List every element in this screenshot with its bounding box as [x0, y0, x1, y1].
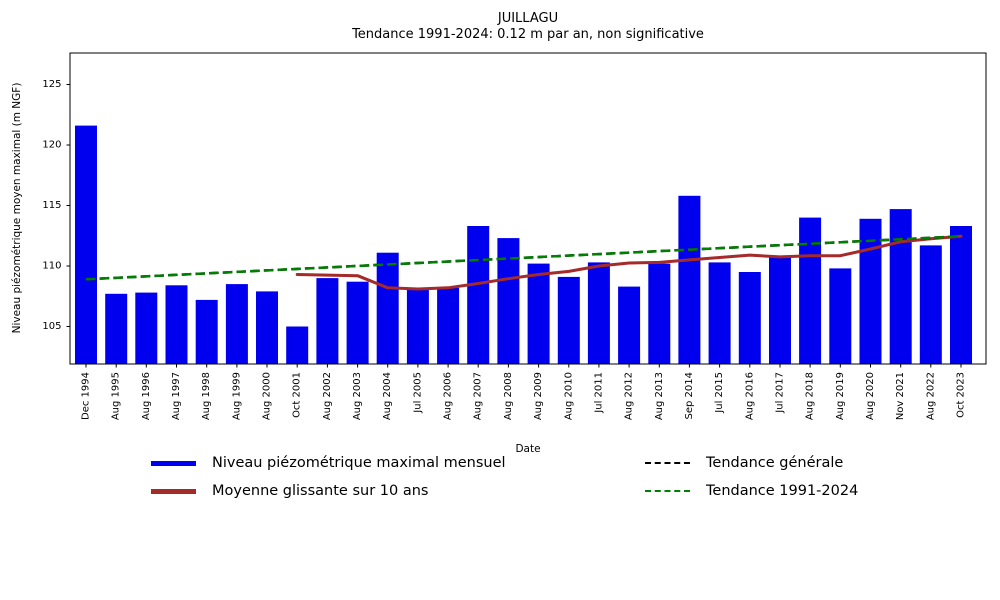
- bar-Aug 2016: [738, 272, 761, 364]
- bar-Aug 2013: [648, 263, 671, 364]
- bar-Dec 1994: [75, 125, 97, 364]
- x-tick-label: Aug 2020: [865, 372, 876, 420]
- legend-label: Tendance générale: [706, 455, 844, 471]
- x-tick-label: Aug 1999: [231, 372, 242, 420]
- x-tick-label: Aug 2007: [473, 372, 484, 420]
- x-tick-label: Aug 2004: [382, 372, 393, 420]
- bar-Aug 2010: [557, 276, 580, 364]
- bar-Oct 2023: [950, 226, 972, 364]
- bar-Jul 2015: [708, 262, 731, 364]
- chart-title: JUILLAGU: [497, 11, 559, 26]
- x-tick-label: Nov 2021: [895, 372, 906, 420]
- x-tick-label: Aug 2009: [533, 372, 544, 420]
- legend-swatch-brown-line: [151, 488, 196, 494]
- bar-Aug 2008: [497, 238, 520, 364]
- x-axis-title: Date: [515, 443, 541, 455]
- legend-label: Tendance 1991-2024: [706, 483, 859, 499]
- x-tick-label: Aug 2002: [322, 372, 333, 420]
- bar-Aug 2019: [829, 268, 852, 364]
- x-tick-label: Aug 2003: [352, 372, 363, 420]
- bar-Aug 2006: [437, 287, 460, 364]
- legend-swatch-green-dashed-line: [645, 490, 690, 492]
- bar-Aug 2018: [799, 217, 822, 364]
- y-tick-label: 115: [42, 200, 61, 211]
- bar-Aug 1999: [225, 284, 248, 364]
- bar-Aug 1997: [165, 285, 188, 364]
- legend-item-moyenne: Moyenne glissante sur 10 ans: [151, 482, 428, 500]
- bar-Aug 2004: [376, 252, 399, 364]
- bar-Aug 1998: [195, 299, 218, 364]
- legend-swatch-black-dashed-line: [645, 462, 690, 464]
- y-tick-label: 125: [42, 79, 61, 90]
- rolling-mean-line: [295, 234, 963, 291]
- x-tick-label: Oct 2023: [956, 372, 967, 418]
- x-tick-label: Jul 2015: [714, 372, 725, 414]
- x-tick-label: Sep 2014: [684, 372, 695, 419]
- bar-Aug 1995: [105, 293, 128, 364]
- y-tick-label: 105: [42, 321, 61, 332]
- x-tick-label: Aug 2022: [925, 372, 936, 420]
- bar-Aug 2000: [256, 291, 278, 364]
- x-tick-label: Aug 2013: [654, 372, 665, 420]
- x-tick-label: Oct 2001: [292, 372, 303, 418]
- x-tick-label: Aug 2006: [443, 372, 454, 420]
- x-tick-label: Aug 1997: [171, 372, 182, 420]
- x-tick-label: Jul 2011: [593, 372, 604, 414]
- bar-Aug 2007: [467, 226, 490, 364]
- chart-subtitle: Tendance 1991-2024: 0.12 m par an, non s…: [352, 26, 704, 42]
- y-axis-title: Niveau piézométrique moyen maximal (m NG…: [11, 83, 23, 334]
- x-tick-label: Aug 2000: [262, 372, 273, 420]
- legend-item-tendance-1991-2024: Tendance 1991-2024: [645, 482, 858, 500]
- bar-Jul 2005: [406, 289, 429, 364]
- x-tick-label: Aug 2010: [563, 372, 574, 420]
- bar-Aug 2020: [859, 218, 882, 364]
- legend-item-niveau: Niveau piézométrique maximal mensuel: [151, 454, 506, 472]
- legend-item-tendance-generale: Tendance générale: [645, 454, 843, 472]
- x-tick-label: Aug 2018: [805, 372, 816, 420]
- x-tick-label: Aug 1995: [111, 372, 122, 420]
- x-tick-label: Aug 2016: [744, 372, 755, 420]
- legend-swatch-blue-line: [151, 460, 196, 466]
- bar-Aug 2022: [919, 245, 942, 364]
- chart-title-block: JUILLAGU Tendance 1991-2024: 0.12 m par …: [128, 11, 928, 42]
- plot-border: [69, 52, 987, 365]
- bar-Aug 2012: [618, 286, 641, 364]
- bar-Aug 2002: [316, 278, 339, 364]
- y-tick-label: 110: [42, 261, 61, 272]
- bar-Sep 2014: [678, 195, 701, 364]
- bar-Aug 2003: [346, 281, 369, 364]
- x-tick-label: Dec 1994: [81, 372, 92, 420]
- x-tick-label: Jul 2005: [412, 372, 423, 414]
- x-tick-label: Aug 2008: [503, 372, 514, 420]
- bar-Oct 2001: [286, 326, 309, 364]
- x-tick-label: Jul 2017: [775, 372, 786, 414]
- x-tick-label: Aug 1998: [201, 372, 212, 420]
- legend-label: Niveau piézométrique maximal mensuel: [212, 455, 506, 471]
- x-tick-label: Aug 2012: [624, 372, 635, 420]
- x-tick-label: Aug 2019: [835, 372, 846, 420]
- bar-Aug 1996: [135, 292, 158, 364]
- trend-line-1991-2024: [85, 235, 962, 281]
- y-tick-label: 120: [42, 140, 61, 151]
- bar-Jul 2017: [769, 257, 791, 364]
- bar-Jul 2011: [587, 262, 610, 364]
- bar-Aug 2009: [527, 263, 550, 364]
- legend-label: Moyenne glissante sur 10 ans: [212, 483, 429, 499]
- bar-Nov 2021: [889, 209, 912, 364]
- x-tick-label: Aug 1996: [141, 372, 152, 420]
